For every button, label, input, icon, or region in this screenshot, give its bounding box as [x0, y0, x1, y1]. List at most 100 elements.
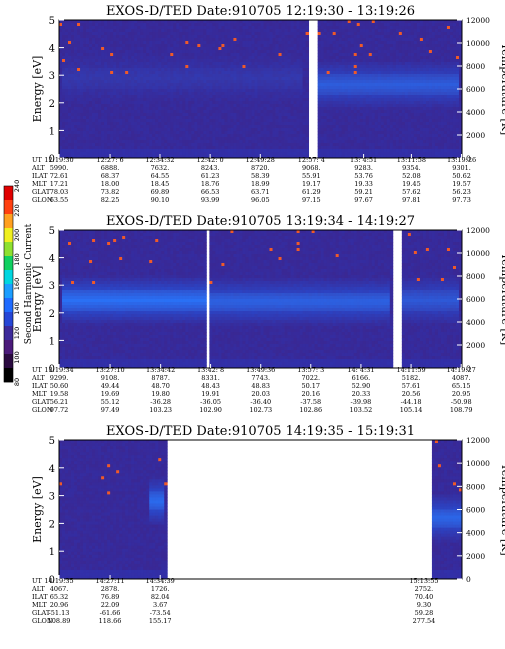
colorbar-swatch [4, 354, 13, 369]
ephemeris-value: 59.28 [415, 609, 434, 617]
ephemeris-value: 57.62 [402, 188, 421, 196]
ephemeris-value: 7022. [301, 374, 320, 382]
ephemeris-value: 18.99 [251, 180, 270, 188]
energy-tick-label: 2 [49, 519, 55, 530]
ephemeris-value: 50.62 [452, 172, 471, 180]
colorbar-tick-label: 160 [13, 278, 21, 290]
ephemeris-value: -44.18 [401, 398, 422, 406]
ephemeris-value: 105.14 [400, 406, 423, 414]
ephemeris-value: 52.90 [352, 382, 371, 390]
temperature-axis-label: Temperature [K] [499, 253, 505, 345]
ephemeris-value: 19.58 [50, 390, 69, 398]
ephemeris-row-label: ALT [31, 585, 45, 593]
ephemeris-value: 1726. [151, 585, 170, 593]
ephemeris-row-label: GLAT [32, 398, 51, 406]
ephemeris-row-label: ALT [31, 164, 45, 172]
ephemeris-value: 103.52 [350, 406, 373, 414]
temperature-tick-label: 6000 [466, 85, 485, 94]
temperature-tick-label: 12000 [466, 16, 490, 25]
ephemeris-value: 14:19:27 [447, 366, 476, 374]
ephemeris-value: 8787. [151, 374, 170, 382]
energy-tick-label: 4 [49, 254, 55, 265]
ephemeris-value: 61.29 [302, 188, 321, 196]
ephemeris-value: 19.33 [354, 180, 373, 188]
ephemeris-row-label: UT [32, 156, 42, 164]
ephemeris-value: 20.33 [352, 390, 371, 398]
energy-tick-label: 3 [49, 71, 55, 82]
temperature-tick-label: 0 [466, 154, 471, 163]
ephemeris-value: 5990. [50, 164, 69, 172]
ephemeris-value: 70.40 [415, 593, 434, 601]
ephemeris-value: 12:27: 6 [96, 156, 123, 164]
energy-tick-label: 3 [49, 281, 55, 292]
colorbar-swatch [4, 284, 13, 299]
ephemeris-value: 19.17 [302, 180, 321, 188]
ephemeris-value: 103.23 [149, 406, 172, 414]
ephemeris-value: 277.54 [413, 617, 436, 625]
ephemeris-value: 97.15 [302, 196, 321, 204]
ephemeris-value: 68.37 [101, 172, 120, 180]
ephemeris-value: 4067. [50, 585, 69, 593]
ephemeris-row-label: GLAT [32, 188, 51, 196]
energy-tick-label: 5 [49, 16, 55, 27]
energy-tick-label: 1 [49, 336, 55, 347]
ephemeris-value: 9068. [302, 164, 321, 172]
ephemeris-value: 18.45 [151, 180, 170, 188]
energy-tick-label: 0 [49, 364, 55, 375]
ephemeris-value: 97.73 [452, 196, 471, 204]
colorbar-swatch [4, 256, 13, 271]
ephemeris-value: 102.90 [199, 406, 222, 414]
ephemeris-value: 9299. [50, 374, 69, 382]
spectrogram-heatmap [59, 440, 463, 580]
ephemeris-value: 12:42: 0 [197, 156, 224, 164]
ephemeris-value: 3.67 [153, 601, 167, 609]
ephemeris-value: 82.25 [101, 196, 120, 204]
ephemeris-value: 8331. [201, 374, 220, 382]
ephemeris-value: 14:11:59 [396, 366, 425, 374]
ephemeris-value: 58.39 [251, 172, 270, 180]
ephemeris-row-label: ILAT [32, 382, 48, 390]
ephemeris-value: 6166. [352, 374, 371, 382]
temperature-tick-label: 8000 [466, 62, 485, 71]
colorbar-swatch [4, 200, 13, 215]
ephemeris-value: 9301. [452, 164, 471, 172]
ephemeris-value: 17.21 [50, 180, 69, 188]
colorbar-tick-label: 240 [13, 180, 21, 192]
ephemeris-value: 2878. [101, 585, 120, 593]
energy-axis-label: Energy [eV] [31, 56, 44, 123]
ephemeris-value: 48.70 [151, 382, 170, 390]
ephemeris-value: 7743. [251, 374, 270, 382]
ephemeris-value: 14:27:11 [95, 577, 124, 585]
ephemeris-value: 9108. [101, 374, 120, 382]
colorbar-swatch [4, 312, 13, 327]
energy-tick-label: 3 [49, 492, 55, 503]
ephemeris-value: 50.60 [50, 382, 69, 390]
temperature-axis-label: Temperature [K] [499, 463, 505, 555]
ephemeris-value: 12:19:30 [44, 156, 73, 164]
ephemeris-value: 118.66 [99, 617, 122, 625]
temperature-tick-label: 2000 [466, 131, 485, 140]
temperature-tick-label: 10000 [466, 39, 490, 48]
ephemeris-value: 13: 4:51 [350, 156, 377, 164]
ephemeris-row-label: MLT [32, 390, 47, 398]
ephemeris-row-label: GLAT [32, 609, 51, 617]
ephemeris-value: -36.28 [150, 398, 171, 406]
ephemeris-value: 18.76 [201, 180, 220, 188]
ephemeris-value: 13:27:10 [95, 366, 124, 374]
ephemeris-value: 9354. [402, 164, 421, 172]
ephemeris-value: 13:42: 8 [197, 366, 224, 374]
ephemeris-row-label: GLON [32, 617, 53, 625]
temperature-tick-label: 4000 [466, 318, 485, 327]
ephemeris-value: 65.15 [452, 382, 471, 390]
ephemeris-value: 12:34:32 [145, 156, 174, 164]
panel-title: EXOS-D/TED Date:910705 12:19:30 - 13:19:… [106, 4, 415, 19]
colorbar-tick-label: 220 [13, 204, 21, 216]
ephemeris-row-label: UT [32, 577, 42, 585]
temperature-tick-label: 10000 [466, 249, 490, 258]
ephemeris-value: -73.54 [150, 609, 171, 617]
ephemeris-value: 55.12 [101, 398, 120, 406]
ephemeris-value: 78.03 [50, 188, 69, 196]
